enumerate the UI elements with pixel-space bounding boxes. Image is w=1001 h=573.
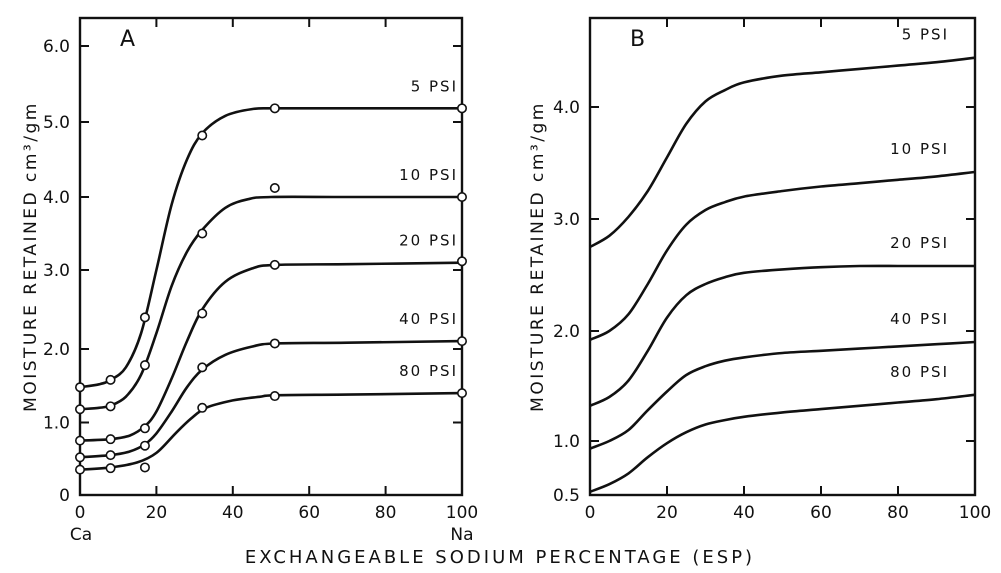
- data-point: [139, 440, 150, 451]
- series-label: 5 PSI: [902, 26, 949, 44]
- series-label: 10 PSI: [399, 166, 458, 184]
- y-tick-label: 1.0: [43, 414, 70, 434]
- x-tick-label: 80: [887, 503, 909, 523]
- data-point: [456, 388, 467, 399]
- x-tick-label: 20: [146, 503, 168, 523]
- series-label: 20 PSI: [890, 234, 949, 252]
- panel-a: 0 20 40 60 80 100 Ca Na 0 1.0 2.0 3.0 4.0 5.0 6.0 MOIST…: [21, 16, 478, 545]
- data-point: [269, 391, 280, 402]
- x-tick-label: 80: [375, 503, 397, 523]
- series-line: [79, 261, 463, 442]
- series-line: [589, 340, 976, 450]
- x-tick-label: 40: [733, 503, 755, 523]
- data-point: [456, 103, 467, 114]
- series-label: 10 PSI: [890, 140, 949, 158]
- data-point: [197, 130, 208, 141]
- y-tick-label: 5.0: [43, 113, 70, 133]
- y-tick-label: 4.0: [553, 98, 580, 118]
- y-tick-label: 4.0: [43, 188, 70, 208]
- data-point: [139, 360, 150, 371]
- data-point: [456, 192, 467, 203]
- data-point: [75, 464, 86, 475]
- series-label: 80 PSI: [399, 362, 458, 380]
- data-point: [269, 259, 280, 270]
- data-point: [269, 183, 280, 194]
- data-point: [75, 435, 86, 446]
- y-tick-label: 3.0: [43, 261, 70, 281]
- x-tick-label: 0: [75, 503, 86, 523]
- data-point: [105, 450, 116, 461]
- series-line: [589, 264, 975, 407]
- data-point: [197, 228, 208, 239]
- data-point: [75, 452, 86, 463]
- data-point: [105, 434, 116, 445]
- x-tick-label: 0: [585, 503, 596, 523]
- figure-x-axis-label: EXCHANGEABLE SODIUM PERCENTAGE (ESP): [245, 547, 755, 568]
- x-end-label-ca: Ca: [70, 525, 92, 545]
- x-tick-label: 20: [656, 503, 678, 523]
- data-point: [139, 423, 150, 434]
- data-point: [105, 401, 116, 412]
- series-label: 40 PSI: [399, 310, 458, 328]
- data-point: [139, 462, 150, 473]
- y-tick-label: 1.0: [553, 432, 580, 452]
- data-point: [456, 256, 467, 267]
- data-point: [105, 374, 116, 385]
- y-tick-label: 0.5: [553, 486, 580, 506]
- plot-frame: [588, 16, 977, 497]
- y-tick-label: 6.0: [43, 37, 70, 57]
- data-point: [75, 382, 86, 393]
- data-point: [456, 336, 467, 347]
- x-tick-label: 100: [446, 503, 478, 523]
- x-tick-label: 60: [298, 503, 320, 523]
- x-end-label-na: Na: [450, 525, 473, 545]
- y-tick-label: 2.0: [43, 340, 70, 360]
- x-tick-label: 40: [222, 503, 244, 523]
- data-point: [139, 312, 150, 323]
- y-tick-label: 0: [59, 486, 70, 506]
- y-tick-label: 3.0: [553, 210, 580, 230]
- data-point: [197, 308, 208, 319]
- series-line: [589, 56, 976, 249]
- data-point: [269, 103, 280, 114]
- y-tick-label: 2.0: [553, 322, 580, 342]
- data-point: [197, 362, 208, 373]
- data-point: [75, 404, 86, 415]
- y-axis-label: MOISTURE RETAINED cm³/gm: [21, 101, 41, 412]
- series-line: [589, 393, 976, 494]
- data-point: [197, 402, 208, 413]
- series-label: 5 PSI: [411, 77, 458, 95]
- series-line: [79, 339, 463, 459]
- series-label: 80 PSI: [890, 363, 949, 381]
- y-axis-label: MOISTURE RETAINED cm³/gm: [528, 101, 548, 412]
- series-line: [589, 170, 976, 341]
- panel-label: A: [120, 27, 135, 52]
- plot-frame: [78, 16, 464, 497]
- data-point: [269, 338, 280, 349]
- panel-label: B: [630, 27, 645, 52]
- series-label: 40 PSI: [890, 310, 949, 328]
- series-label: 20 PSI: [399, 232, 458, 250]
- x-tick-label: 100: [959, 503, 991, 523]
- x-tick-label: 60: [810, 503, 832, 523]
- data-point: [105, 463, 116, 474]
